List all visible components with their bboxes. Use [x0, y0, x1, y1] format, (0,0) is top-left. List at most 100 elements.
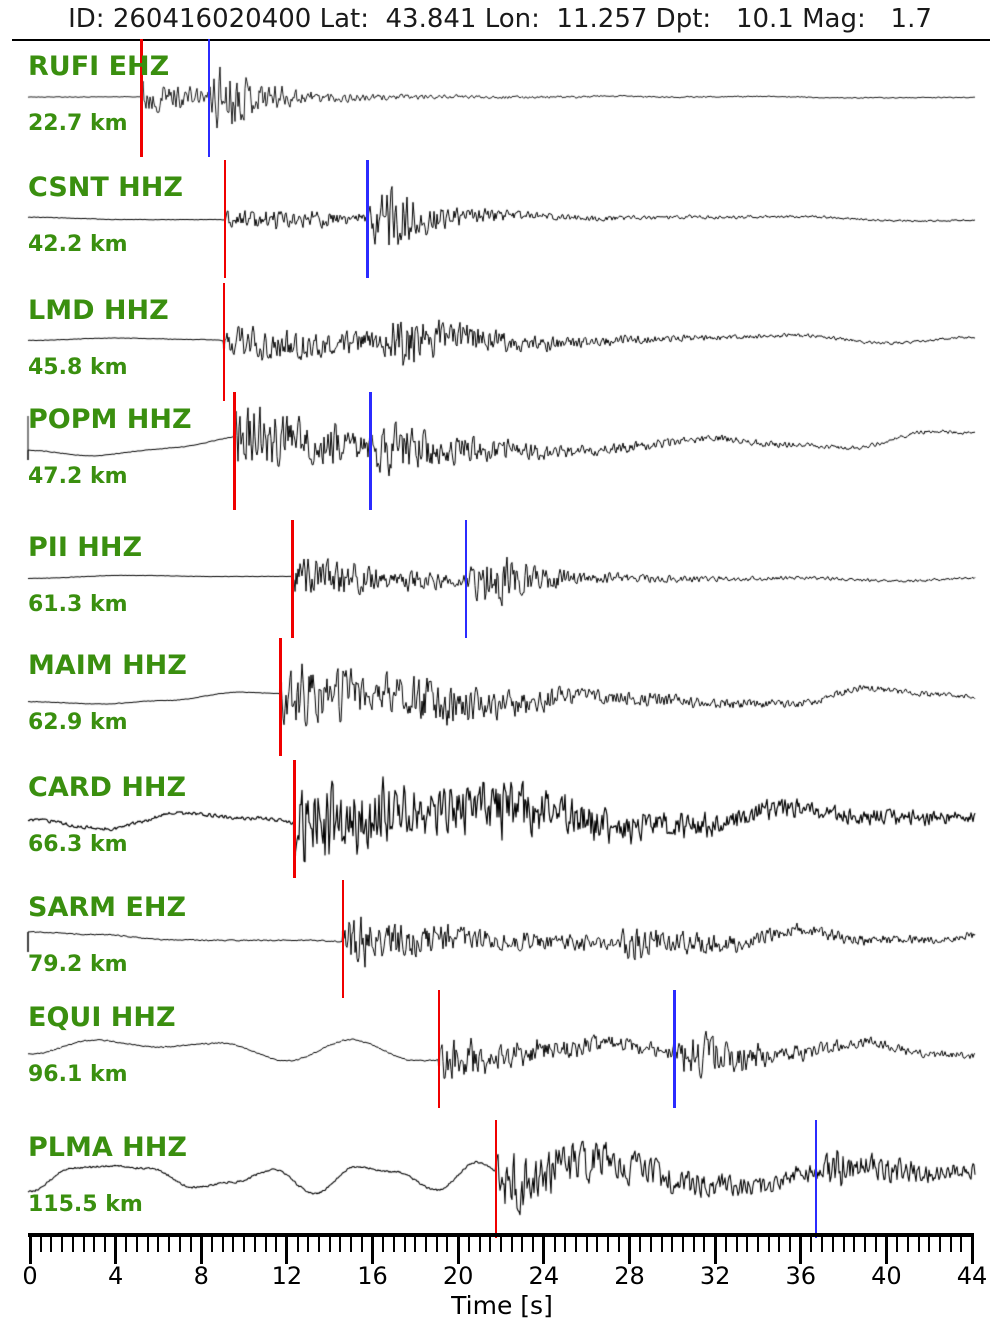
distance-label: 42.2 km — [28, 232, 128, 257]
p-pick-marker — [437, 990, 441, 1108]
distance-label: 66.3 km — [28, 832, 128, 857]
minor-tick-mark — [767, 1237, 770, 1252]
minor-tick-mark — [221, 1237, 224, 1252]
p-pick-marker — [233, 392, 236, 510]
minor-tick-mark — [339, 1237, 342, 1252]
minor-tick-mark — [810, 1237, 813, 1252]
s-pick-marker — [464, 520, 468, 638]
p-pick-marker — [140, 39, 143, 157]
minor-tick-mark — [125, 1237, 128, 1252]
minor-tick-mark — [607, 1237, 610, 1252]
minor-tick-mark — [671, 1237, 674, 1252]
distance-label: 61.3 km — [28, 592, 128, 617]
minor-tick-mark — [660, 1237, 663, 1252]
minor-tick-mark — [146, 1237, 149, 1252]
s-pick-marker — [207, 39, 211, 157]
minor-tick-mark — [532, 1237, 535, 1252]
minor-tick-mark — [874, 1237, 877, 1252]
minor-tick-mark — [136, 1237, 139, 1252]
waveform-trace — [0, 143, 1000, 293]
minor-tick-mark — [307, 1237, 310, 1252]
minor-tick-mark — [574, 1237, 577, 1252]
s-pick-marker — [814, 1120, 818, 1238]
axis-tick-label: 44 — [956, 1262, 988, 1290]
p-pick-marker — [279, 638, 282, 756]
station-label: CARD HHZ — [28, 772, 187, 803]
minor-tick-mark — [103, 1237, 106, 1252]
axis-tick-label: 16 — [357, 1262, 388, 1290]
minor-tick-mark — [692, 1237, 695, 1252]
minor-tick-mark — [61, 1237, 64, 1252]
minor-tick-mark — [264, 1237, 267, 1252]
major-tick-mark — [713, 1237, 717, 1264]
event-header: ID: 260416020400 Lat: 43.841 Lon: 11.257… — [68, 4, 932, 34]
minor-tick-mark — [564, 1237, 567, 1252]
axis-tick-label: 20 — [442, 1262, 474, 1290]
minor-tick-mark — [157, 1237, 160, 1252]
p-pick-marker — [223, 160, 227, 278]
axis-tick-label: 28 — [614, 1262, 645, 1290]
minor-tick-mark — [435, 1237, 438, 1252]
minor-tick-mark — [842, 1237, 845, 1252]
minor-tick-mark — [863, 1237, 866, 1252]
waveform-trace — [0, 375, 1000, 525]
minor-tick-mark — [328, 1237, 331, 1252]
minor-tick-mark — [778, 1237, 781, 1252]
axis-tick-label: 36 — [785, 1262, 817, 1290]
minor-tick-mark — [724, 1237, 727, 1252]
minor-tick-mark — [50, 1237, 53, 1252]
minor-tick-mark — [243, 1237, 246, 1252]
minor-tick-mark — [906, 1237, 909, 1252]
minor-tick-mark — [703, 1237, 706, 1252]
axis-title: Time [s] — [451, 1291, 553, 1320]
minor-tick-mark — [93, 1237, 96, 1252]
minor-tick-mark — [500, 1237, 503, 1252]
minor-tick-mark — [403, 1237, 406, 1252]
minor-tick-mark — [938, 1237, 941, 1252]
minor-tick-mark — [275, 1237, 278, 1252]
minor-tick-mark — [446, 1237, 449, 1252]
axis-tick-label: 8 — [193, 1262, 209, 1290]
minor-tick-mark — [596, 1237, 599, 1252]
waveform-trace — [0, 621, 1000, 771]
distance-label: 62.9 km — [28, 710, 128, 735]
waveform-trace — [0, 1103, 1000, 1253]
minor-tick-mark — [296, 1237, 299, 1252]
minor-tick-mark — [189, 1237, 192, 1252]
waveform-trace — [0, 863, 1000, 1013]
minor-tick-mark — [682, 1237, 684, 1252]
major-tick-mark — [199, 1237, 203, 1264]
minor-tick-mark — [853, 1237, 856, 1252]
waveform-trace — [0, 266, 1000, 416]
station-label: MAIM HHZ — [28, 650, 187, 681]
major-tick-mark — [28, 1237, 32, 1264]
minor-tick-mark — [71, 1237, 74, 1252]
axis-tick-label: 4 — [107, 1262, 124, 1290]
minor-tick-mark — [896, 1237, 899, 1252]
minor-tick-mark — [350, 1237, 353, 1252]
minor-tick-mark — [210, 1237, 213, 1252]
station-label: RUFI EHZ — [28, 51, 170, 82]
minor-tick-mark — [360, 1237, 363, 1252]
minor-tick-mark — [39, 1237, 42, 1252]
axis-tick-label: 40 — [871, 1262, 902, 1290]
minor-tick-mark — [253, 1237, 256, 1252]
major-tick-mark — [285, 1237, 289, 1264]
minor-tick-mark — [489, 1237, 492, 1252]
major-tick-mark — [114, 1237, 118, 1264]
axis-line — [28, 1233, 974, 1237]
p-pick-marker — [494, 1120, 498, 1238]
axis-tick-label: 12 — [271, 1262, 303, 1290]
minor-tick-mark — [318, 1237, 321, 1252]
minor-tick-mark — [735, 1237, 738, 1252]
major-tick-mark — [627, 1237, 631, 1264]
distance-label: 22.7 km — [28, 111, 128, 136]
